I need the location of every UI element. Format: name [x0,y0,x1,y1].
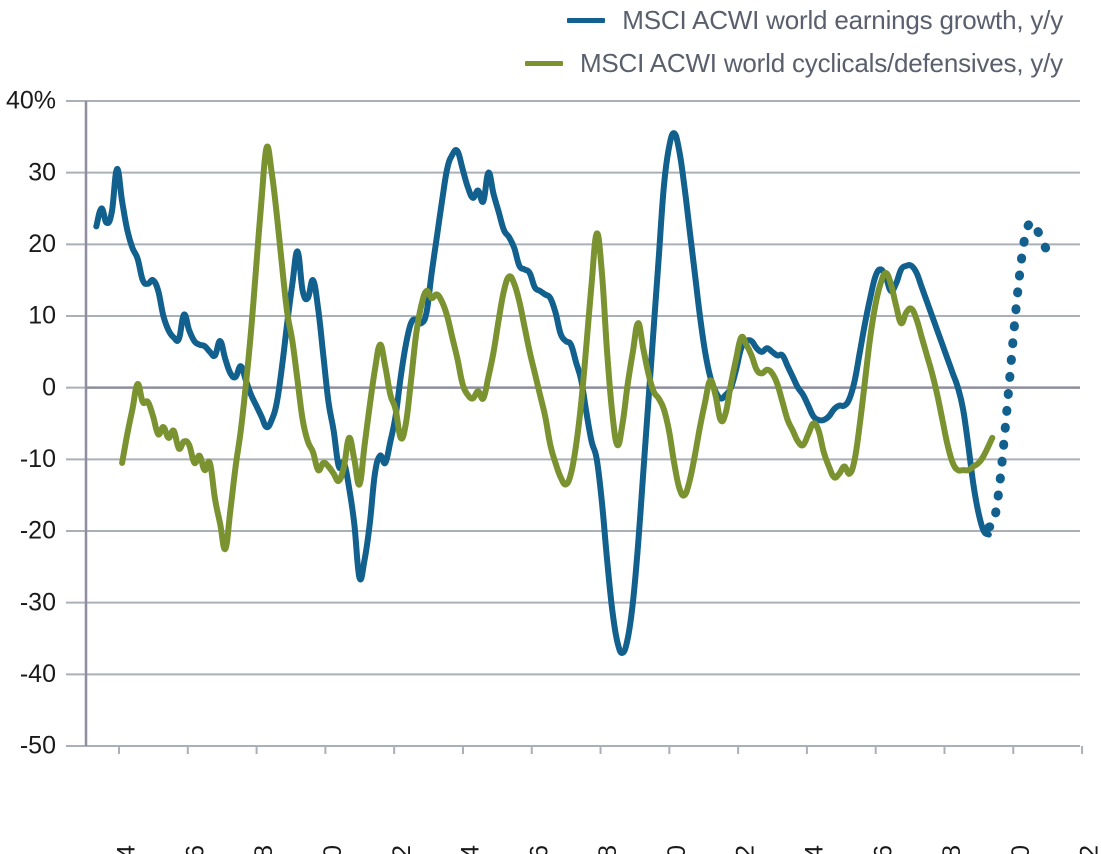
x-tick-label: 12/06 [525,845,553,854]
x-tick-label: 12/02 [388,845,416,854]
y-tick-label: -10 [20,445,56,473]
x-tick-label: 12/08 [594,845,622,854]
x-axis-tick-labels: 12/94 12/96 12/98 12/00 12/02 12/04 12/06 12/08… [113,845,1101,854]
x-tick-label: 12/98 [250,845,278,854]
y-tick-label: -30 [20,588,56,616]
y-tick-label: 30 [28,158,56,186]
x-tick-label: 12/22 [1076,845,1101,854]
y-tick-label: 10 [28,302,56,330]
x-tick-label: 12/04 [457,845,485,854]
x-tick-label: 12/12 [732,845,760,854]
y-axis-tick-labels: 40% 30 20 10 0 -10 -20 -30 -40 -50 [6,87,56,760]
x-tick-label: 12/16 [869,845,897,854]
x-tick-label: 12/00 [319,845,347,854]
y-tick-label: 40% [6,87,56,115]
x-tick-label: 12/96 [181,845,209,854]
gridlines-group [86,100,1080,747]
y-tick-label: -50 [20,732,56,760]
x-tick-label: 12/20 [1007,845,1035,854]
y-tick-label: 20 [28,230,56,258]
y-tick-label: 0 [42,373,56,401]
series-line [119,143,996,553]
y-tick-label: -40 [20,660,56,688]
x-tick-label: 12/10 [663,845,691,854]
x-tick-label: 12/14 [801,845,829,854]
x-tick-label: 12/18 [938,845,966,854]
x-tick-label: 12/94 [113,845,141,854]
tickmarks-group [66,100,1084,754]
y-tick-label: -20 [20,517,56,545]
data-series-group [93,130,1051,656]
series-line [984,217,1051,532]
